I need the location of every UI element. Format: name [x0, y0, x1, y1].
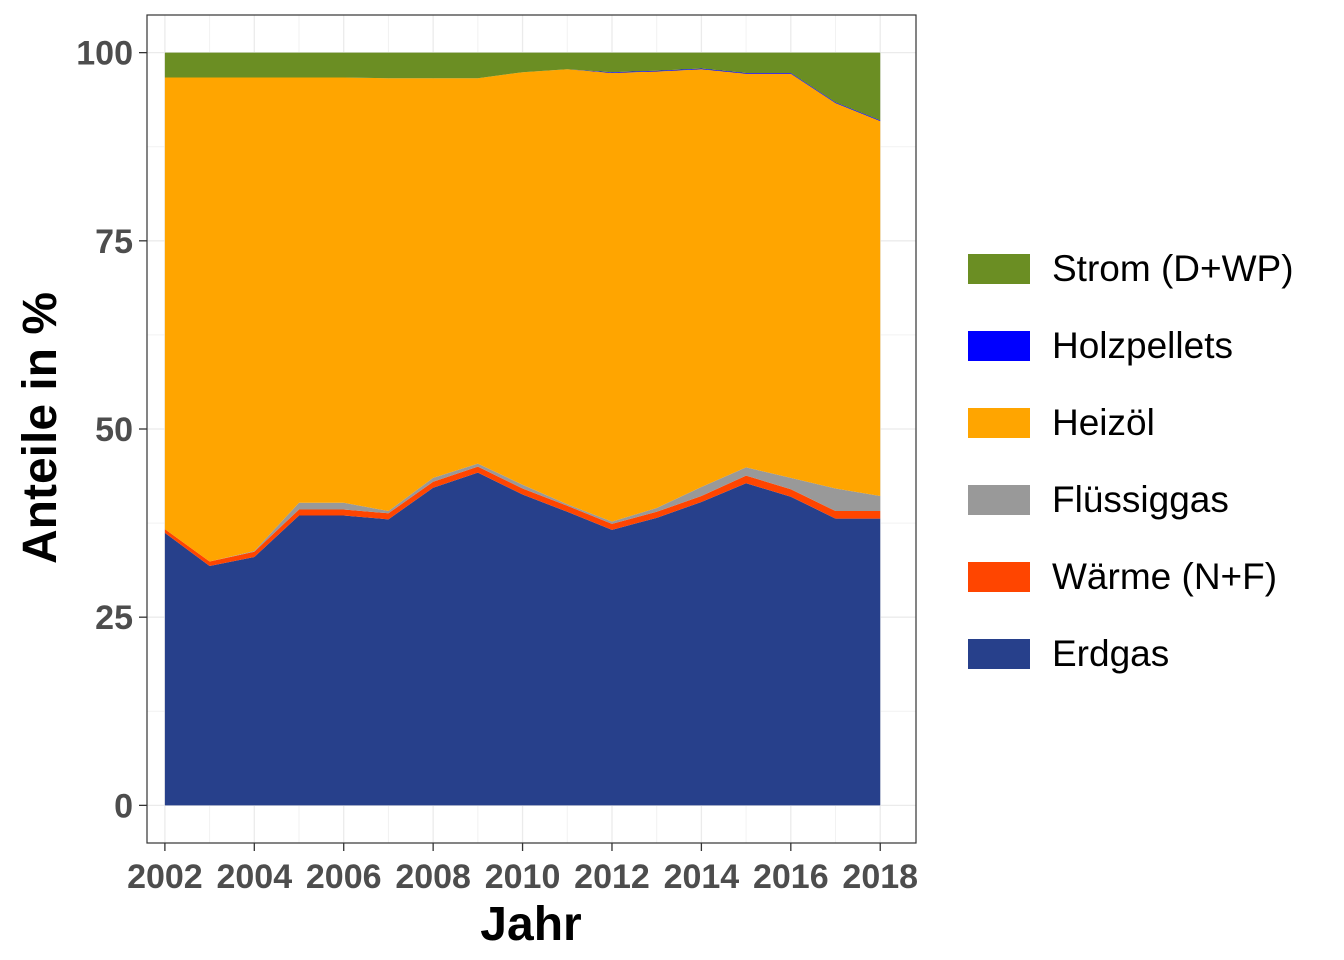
area-w-rme-n-f [164, 466, 881, 566]
legend-label: Flüssiggas [1052, 478, 1229, 520]
legend-key [968, 407, 1030, 438]
x-axis-ticks: 2002 2004 2006 2008 2010 2012 2014 2016 2018 [127, 843, 918, 896]
legend-key [968, 638, 1030, 669]
x-axis-title: Jahr [480, 898, 581, 951]
legend-item: Wärme (N+F) [968, 538, 1294, 615]
y-axis-ticks: 0 25 50 75 100 [76, 35, 147, 825]
y-axis-title: Anteile in % [14, 292, 67, 564]
x-tick-label: 2004 [216, 858, 292, 896]
legend-label: Holzpellets [1052, 324, 1233, 366]
x-tick-label: 2008 [395, 858, 471, 896]
legend-key [968, 561, 1030, 592]
legend-item: Erdgas [968, 615, 1294, 692]
x-tick-label: 2010 [485, 858, 561, 896]
legend-key [968, 330, 1030, 361]
legend: Strom (D+WP) Holzpellets Heizöl Flüssiggas W… [968, 230, 1294, 692]
legend-label: Erdgas [1052, 632, 1170, 674]
legend-item: Strom (D+WP) [968, 230, 1294, 307]
x-tick-label: 2016 [753, 858, 829, 896]
y-tick-label: 100 [76, 35, 133, 73]
area-strom-d-wp [164, 52, 881, 121]
legend-label: Heizöl [1052, 401, 1155, 443]
legend-label: Wärme (N+F) [1052, 555, 1278, 597]
area-heiz-l [164, 69, 881, 562]
legend-item: Holzpellets [968, 307, 1294, 384]
legend-item: Heizöl [968, 384, 1294, 461]
x-tick-label: 2002 [127, 858, 203, 896]
stacked-areas [164, 52, 881, 806]
x-tick-label: 2014 [664, 858, 740, 896]
area-fl-ssiggas [164, 463, 881, 562]
y-tick-label: 75 [95, 223, 133, 261]
legend-label: Strom (D+WP) [1052, 247, 1294, 289]
legend-item: Flüssiggas [968, 461, 1294, 538]
legend-key [968, 253, 1030, 284]
y-tick-label: 50 [95, 411, 133, 449]
y-tick-label: 0 [114, 787, 133, 825]
area-erdgas [164, 472, 881, 806]
x-tick-label: 2012 [574, 858, 650, 896]
x-tick-label: 2018 [842, 858, 918, 896]
x-tick-label: 2006 [306, 858, 382, 896]
legend-key [968, 484, 1030, 515]
y-tick-label: 25 [95, 599, 133, 637]
